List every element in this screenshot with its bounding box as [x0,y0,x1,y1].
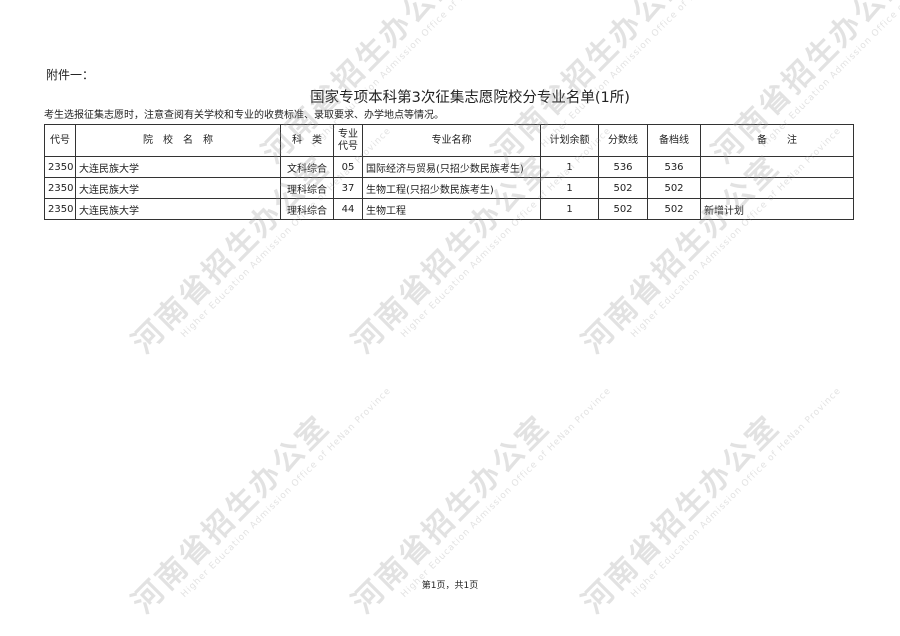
table-row: 2350 大连民族大学 文科综合 05 国际经济与贸易(只招少数民族考生) 1 536 536 [44,156,854,178]
table-cell: 生物工程 [362,198,541,220]
table-cell: 新增计划 [700,198,854,220]
table-cell: 44 [333,198,363,220]
table-cell: 2350 [44,198,76,220]
table-cell: 生物工程(只招少数民族考生) [362,177,541,199]
table-cell: 1 [540,198,599,220]
table-cell: 502 [598,198,648,220]
table-cell: 1 [540,156,599,178]
column-header: 专业名称 [362,124,541,157]
table-cell [700,156,854,178]
table-cell: 理科综合 [280,177,334,199]
table-cell: 536 [647,156,701,178]
table-row: 2350 大连民族大学 理科综合 44 生物工程 1 502 502 新增计划 [44,198,854,220]
table-cell: 05 [333,156,363,178]
watermark-en: Higher Education Admission Office of HeN… [179,385,394,600]
attachment-label: 附件一： [46,68,95,82]
table-cell: 1 [540,177,599,199]
table-cell: 大连民族大学 [75,177,281,199]
page-footer: 第1页，共1页 [421,581,479,591]
column-header: 院 校 名 称 [75,124,281,157]
notice-text: 考生选报征集志愿时，注意查阅有关学校和专业的收费标准、录取要求、办学地点等情况。 [44,110,444,121]
column-header: 专业代号 [333,124,363,157]
table-cell: 536 [598,156,648,178]
column-header: 分数线 [598,124,648,157]
table-cell: 大连民族大学 [75,156,281,178]
table-row: 2350 大连民族大学 理科综合 37 生物工程(只招少数民族考生) 1 502 502 [44,177,854,199]
table-cell: 文科综合 [280,156,334,178]
table-cell: 国际经济与贸易(只招少数民族考生) [362,156,541,178]
table-header: 代号院 校 名 称科 类专业代号 专业名称 计划余额 分数线 备档线备 注 [44,124,854,157]
table-cell [700,177,854,199]
column-header: 备 注 [700,124,854,157]
table-cell: 2350 [44,177,76,199]
column-header: 代号 [44,124,76,157]
column-header: 计划余额 [540,124,599,157]
watermark-en: Higher Education Admission Office of HeN… [399,385,614,600]
table-cell: 37 [333,177,363,199]
table-cell: 502 [647,177,701,199]
table-cell: 502 [598,177,648,199]
page-title: 国家专项本科第3次征集志愿院校分专业名单(1所) [310,90,630,106]
table-cell: 理科综合 [280,198,334,220]
column-header: 备档线 [647,124,701,157]
table-cell: 大连民族大学 [75,198,281,220]
table-cell: 2350 [44,156,76,178]
watermark-en: Higher Education Admission Office of HeN… [629,385,844,600]
admission-table: 代号院 校 名 称科 类专业代号 专业名称 计划余额 分数线 备档线备 注 2350 大连… [44,124,854,220]
table-cell: 502 [647,198,701,220]
column-header: 科 类 [280,124,334,157]
